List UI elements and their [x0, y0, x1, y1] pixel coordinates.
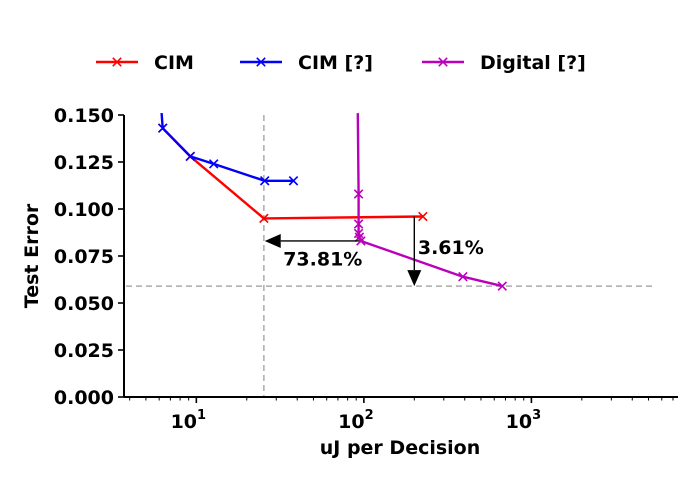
legend: CIM CIM [?] Digital [?] — [96, 52, 586, 74]
y-tick-label: 0.125 — [54, 152, 114, 174]
y-tick-label: 0.100 — [54, 199, 114, 221]
data-point — [208, 159, 219, 169]
y-tick-label: 0.025 — [54, 340, 114, 362]
data-point — [356, 236, 366, 246]
data-point-stroke — [356, 236, 366, 246]
legend-item: CIM — [96, 52, 194, 74]
legend-marker — [438, 57, 448, 67]
y-axis-title: Test Error — [21, 203, 43, 308]
data-point-stroke — [354, 232, 365, 242]
data-point-stroke — [353, 219, 364, 229]
y-tick-label: 0.150 — [54, 105, 114, 127]
data-point-stroke — [353, 228, 364, 239]
series-0 — [157, 123, 428, 224]
legend-marker — [256, 57, 266, 67]
series-line — [161, 127, 423, 220]
legend-marker-stroke — [256, 57, 266, 67]
series-1 — [157, 113, 299, 186]
data-point-stroke — [259, 213, 269, 224]
data-point — [259, 176, 270, 186]
data-point-stroke — [353, 189, 364, 199]
annotation-label: 3.61% — [418, 237, 484, 259]
series-layer — [157, 113, 508, 291]
legend-label: Digital [?] — [480, 52, 586, 74]
series-2 — [353, 113, 508, 291]
annotation-arrow — [407, 216, 422, 287]
data-point — [353, 189, 364, 199]
legend-marker — [112, 57, 122, 67]
data-point-stroke — [185, 151, 196, 162]
series-line — [160, 113, 294, 183]
legend-marker-stroke — [112, 57, 122, 67]
data-point-stroke — [157, 123, 168, 133]
data-point — [418, 211, 428, 222]
data-point-stroke — [259, 176, 270, 186]
data-point-stroke — [418, 211, 428, 222]
annotation-label: 73.81% — [283, 248, 362, 270]
data-point-stroke — [288, 176, 299, 186]
series-line — [356, 113, 503, 288]
data-point — [185, 151, 196, 162]
annotation-arrow-head — [407, 270, 422, 287]
data-point — [497, 281, 508, 291]
y-tick-label: 0.000 — [54, 387, 114, 409]
data-point-stroke — [497, 281, 508, 291]
data-point — [353, 219, 364, 229]
data-point — [259, 213, 269, 224]
legend-label: CIM — [154, 52, 194, 74]
data-point — [458, 271, 468, 282]
y-tick-label: 0.050 — [54, 293, 114, 315]
annotation-arrow — [264, 233, 360, 248]
data-point — [157, 123, 168, 133]
x-axis-title: uJ per Decision — [320, 437, 481, 459]
x-tick-label: 102 — [338, 408, 374, 433]
legend-item: Digital [?] — [422, 52, 586, 74]
annotation-arrow-head — [264, 233, 281, 248]
reference-lines — [126, 115, 652, 397]
data-point — [288, 176, 299, 186]
legend-label: CIM [?] — [298, 52, 373, 74]
y-tick-label: 0.075 — [54, 246, 114, 268]
legend-marker-stroke — [438, 57, 448, 67]
data-point-stroke — [458, 271, 468, 282]
annotations: 73.81% 3.61% — [264, 216, 484, 287]
data-point-stroke — [208, 159, 219, 169]
x-tick-label: 101 — [171, 408, 207, 433]
legend-item: CIM [?] — [240, 52, 373, 74]
axes: 0.000 0.025 0.050 0.075 0.100 0.125 0.150 101 10… — [54, 105, 678, 433]
x-tick-label: 103 — [506, 408, 542, 433]
